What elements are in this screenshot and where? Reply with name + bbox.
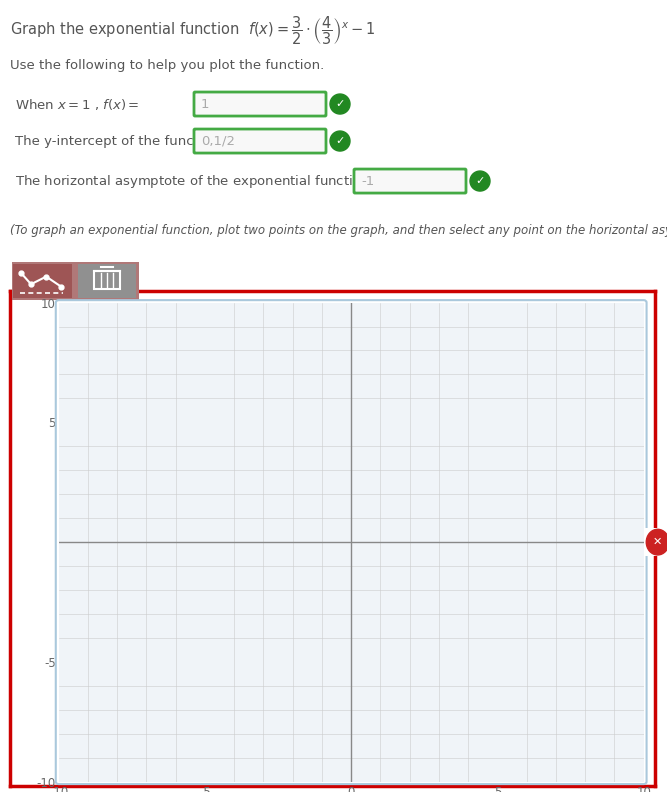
Text: (To graph an exponential function, plot two points on the graph, and then select: (To graph an exponential function, plot … xyxy=(10,224,667,237)
Circle shape xyxy=(646,529,667,555)
FancyBboxPatch shape xyxy=(194,92,326,116)
Text: 0,1/2: 0,1/2 xyxy=(201,135,235,147)
Text: The horizontal asymptote of the exponential function is at $y =$: The horizontal asymptote of the exponent… xyxy=(15,173,427,189)
Text: ✓: ✓ xyxy=(476,176,485,186)
Circle shape xyxy=(330,94,350,114)
Text: ✓: ✓ xyxy=(336,136,345,146)
Text: Graph the exponential function  $f(x) = \dfrac{3}{2} \cdot \left(\dfrac{4}{3}\ri: Graph the exponential function $f(x) = \… xyxy=(10,14,376,47)
Circle shape xyxy=(470,171,490,191)
Circle shape xyxy=(330,131,350,151)
Text: Use the following to help you plot the function.: Use the following to help you plot the f… xyxy=(10,59,324,72)
FancyBboxPatch shape xyxy=(354,169,466,193)
Text: 1: 1 xyxy=(201,97,209,111)
FancyBboxPatch shape xyxy=(13,264,71,299)
FancyBboxPatch shape xyxy=(78,264,136,299)
Text: -1: -1 xyxy=(361,174,374,188)
Text: The y-intercept of the function is: The y-intercept of the function is xyxy=(15,135,234,147)
Text: ✕: ✕ xyxy=(653,537,662,547)
Text: ✓: ✓ xyxy=(336,99,345,109)
FancyBboxPatch shape xyxy=(194,129,326,153)
Text: When $x = 1$ , $f(x) =$: When $x = 1$ , $f(x) =$ xyxy=(15,97,139,112)
